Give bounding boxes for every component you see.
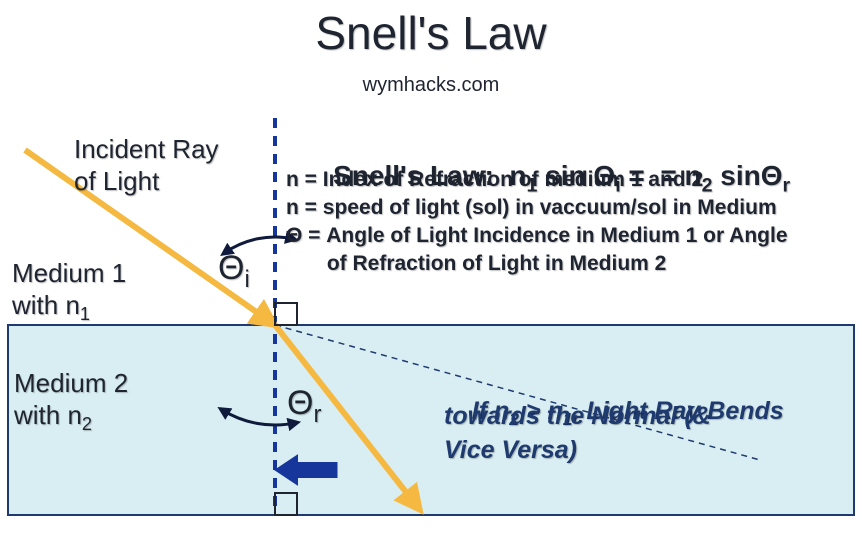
def-line-2: n = speed of light (sol) in vaccuum/sol … <box>286 196 777 220</box>
label-theta-r: Θr <box>287 384 321 429</box>
label-medium2-line1: Medium 2 <box>14 368 128 399</box>
def-line-4: of Refraction of Light in Medium 2 <box>286 252 666 276</box>
label-medium1-line1: Medium 1 <box>12 258 126 289</box>
label-medium2-line2: with n2 <box>14 400 92 435</box>
def-line-3: Θ = Angle of Light Incidence in Medium 1… <box>286 224 788 248</box>
label-medium1-line2: with n1 <box>12 290 90 325</box>
right-angle-box-upper <box>275 303 297 325</box>
label-incident-line2: of Light <box>74 166 159 197</box>
note-line-3: Vice Versa) <box>444 436 577 465</box>
diagram-canvas: Snell's Law wymhacks.com Incident Ray of… <box>0 0 862 547</box>
label-theta-i: Θi <box>218 249 250 294</box>
note-line-2: towards the Normal (& <box>444 402 711 431</box>
label-incident-line1: Incident Ray <box>74 134 219 165</box>
def-line-1: n = Index of Refraction of medium 1 and … <box>286 168 703 192</box>
